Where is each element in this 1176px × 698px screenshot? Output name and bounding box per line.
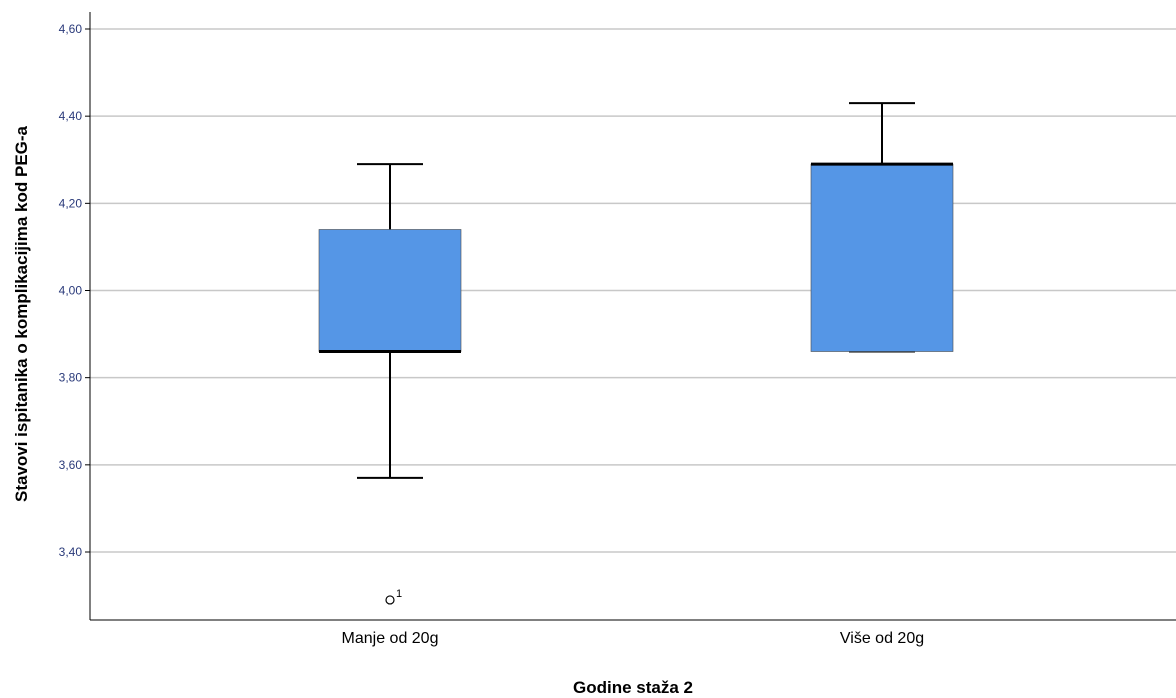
iqr-box — [318, 229, 462, 352]
y-tick-label: 3,80 — [59, 371, 83, 385]
x-axis-categories: Manje od 20g Više od 20g — [342, 630, 925, 647]
x-category-label: Više od 20g — [840, 630, 924, 647]
y-tick-label: 3,60 — [59, 458, 83, 472]
y-tick-label: 4,00 — [59, 284, 83, 298]
y-tick-label: 4,20 — [59, 196, 83, 210]
axes — [89, 12, 1176, 621]
y-axis-ticks: 3,40 3,60 3,80 4,00 4,20 4,40 4,60 — [59, 22, 90, 559]
x-axis-title: Godine staža 2 — [573, 678, 693, 697]
box-group — [810, 102, 954, 353]
box-group: 1 — [318, 163, 462, 605]
outlier-label: 1 — [396, 588, 402, 600]
iqr-box — [810, 163, 954, 352]
x-category-label: Manje od 20g — [342, 630, 439, 647]
outlier-point — [385, 595, 395, 605]
y-tick-label: 4,40 — [59, 109, 83, 123]
boxes: 1 — [318, 102, 954, 605]
y-axis-title: Stavovi ispitanika o komplikacijima kod … — [12, 125, 31, 502]
y-tick-label: 3,40 — [59, 545, 83, 559]
gridlines — [90, 28, 1176, 553]
y-tick-label: 4,60 — [59, 22, 83, 36]
